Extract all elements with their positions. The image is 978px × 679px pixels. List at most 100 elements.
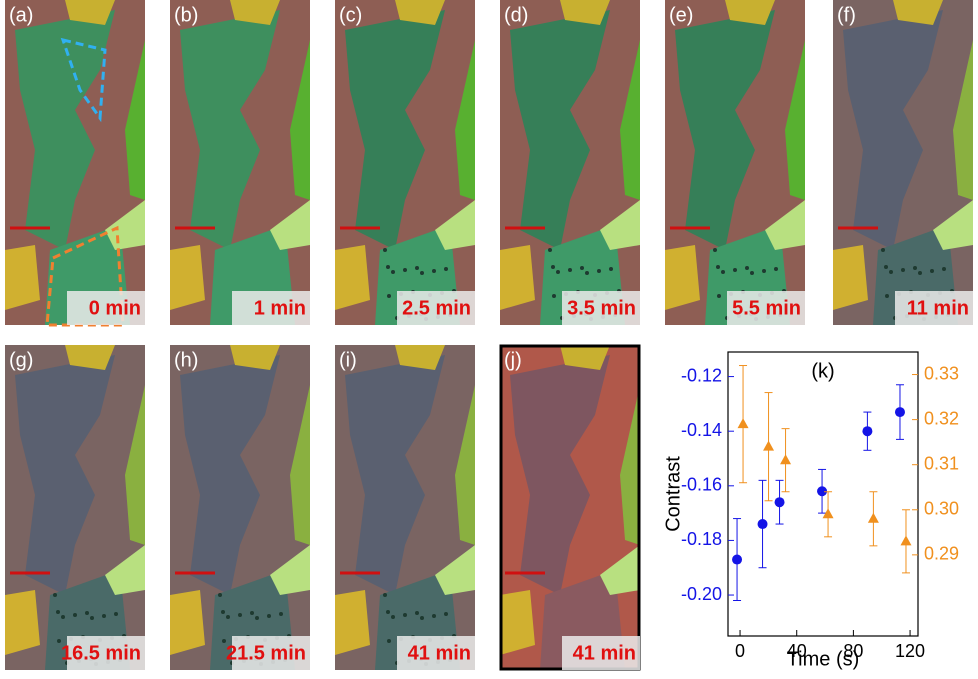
micrograph-panel: (a) 0 min [5, 0, 145, 327]
micrograph-panel: (f) 11 min [833, 0, 973, 325]
y2-tick-label: 0.31 [924, 453, 959, 473]
panel-label: (b) [174, 4, 198, 26]
micrograph-panel: (h) 21.5 min [170, 345, 310, 670]
flake [785, 40, 805, 200]
dot [386, 610, 390, 614]
y2-tick-label: 0.32 [924, 408, 959, 428]
flake [290, 40, 310, 200]
time-label: 16.5 min [61, 642, 141, 664]
dot [745, 266, 749, 270]
dot [551, 265, 555, 269]
dot [750, 271, 754, 275]
dot [226, 615, 230, 619]
dot [415, 611, 419, 615]
x-tick-label: 40 [787, 641, 807, 661]
dot [585, 271, 589, 275]
flake [65, 0, 115, 25]
x-tick-label: 120 [895, 641, 925, 661]
flake [105, 545, 145, 595]
dot [884, 265, 888, 269]
dot [556, 270, 560, 274]
point [900, 535, 912, 546]
dot [279, 612, 283, 616]
dot [580, 266, 584, 270]
point [822, 508, 834, 519]
time-label: 0 min [89, 297, 141, 319]
flake [675, 10, 775, 250]
dot [901, 268, 905, 272]
flake [15, 10, 115, 250]
point [867, 512, 879, 523]
micrograph-panel: (e) 5.5 min [665, 0, 805, 325]
dot [717, 294, 721, 298]
time-box [562, 636, 640, 670]
panel-label: (i) [339, 349, 357, 371]
image [5, 345, 145, 670]
time-label: 3.5 min [567, 297, 636, 319]
flake [270, 545, 310, 595]
dot [218, 593, 222, 597]
time-label: 2.5 min [402, 297, 471, 319]
dot [733, 268, 737, 272]
x-tick-label: 80 [843, 641, 863, 661]
flake [335, 245, 370, 310]
dot [444, 267, 448, 271]
outline [60, 37, 107, 123]
time-box [895, 291, 973, 325]
dot [716, 265, 720, 269]
y2-tick-label: 0.29 [924, 544, 959, 564]
dot [420, 271, 424, 275]
micrograph-panel: (j) 41 min [499, 344, 641, 671]
time-box [232, 291, 310, 325]
flake [620, 385, 640, 545]
dot [222, 639, 226, 643]
point [780, 454, 792, 465]
dot [267, 614, 271, 618]
time-box [562, 291, 640, 325]
flake [270, 200, 310, 250]
y2-tick-label: 0.33 [924, 363, 959, 383]
dot [885, 294, 889, 298]
x-tick-label: 0 [735, 641, 745, 661]
panel-label: (h) [174, 349, 198, 371]
micrograph-panel: (g) 16.5 min [5, 345, 145, 670]
y-tick-label: -0.18 [681, 529, 722, 549]
image [500, 345, 640, 670]
flake [170, 245, 205, 310]
dot [548, 248, 552, 252]
dot [403, 268, 407, 272]
dot [432, 269, 436, 273]
dot [432, 614, 436, 618]
time-label: 41 min [408, 642, 471, 664]
flake [170, 590, 205, 655]
dot [420, 616, 424, 620]
dot [942, 267, 946, 271]
flake [500, 590, 535, 655]
flake [725, 0, 775, 25]
dot [61, 615, 65, 619]
flake [230, 345, 280, 370]
dot [918, 271, 922, 275]
y-axis-label: Contrast [662, 456, 684, 532]
time-label: 21.5 min [226, 642, 306, 664]
flake [335, 590, 370, 655]
dot [568, 268, 572, 272]
flake [65, 345, 115, 370]
flake [395, 0, 445, 25]
y2-tick-label: 0.30 [924, 499, 959, 519]
image [335, 0, 475, 325]
flake [560, 345, 610, 370]
dot [386, 265, 390, 269]
dot [597, 269, 601, 273]
dot [774, 267, 778, 271]
flake [953, 40, 973, 200]
dot [238, 613, 242, 617]
chart-title: (k) [811, 360, 834, 382]
dot [391, 270, 395, 274]
dot [102, 614, 106, 618]
point [774, 497, 785, 508]
flake [560, 0, 610, 25]
point [862, 426, 873, 437]
time-box [727, 291, 805, 325]
time-box [397, 291, 475, 325]
